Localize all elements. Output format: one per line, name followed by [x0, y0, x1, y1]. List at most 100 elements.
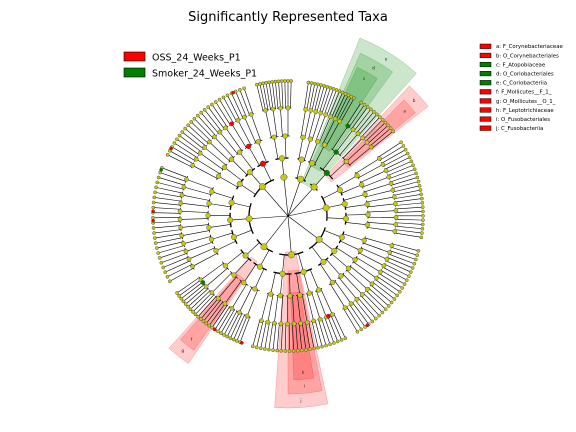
key-swatch-b [479, 52, 492, 58]
tree-branch [308, 321, 315, 349]
tree-branch [328, 91, 340, 117]
node [216, 329, 220, 334]
node [280, 173, 288, 181]
tree-branch [309, 141, 318, 163]
node [308, 347, 312, 351]
tree-branch [393, 189, 421, 196]
tree-branch [356, 111, 375, 133]
node [203, 284, 209, 289]
tree-branch [372, 282, 395, 300]
node [362, 191, 368, 197]
node-highlighted [212, 327, 217, 332]
tree-branch [158, 177, 185, 186]
node [193, 312, 198, 317]
node [235, 339, 239, 343]
clade-highlight-sectors [168, 37, 429, 409]
node [229, 306, 235, 311]
tree-branch [392, 243, 419, 252]
node [300, 268, 307, 275]
node [303, 107, 308, 112]
tree-branch [381, 270, 405, 285]
tree-branch [345, 204, 368, 208]
tree-branch [375, 279, 398, 296]
node [374, 275, 379, 281]
node [409, 159, 414, 164]
tree-branch [227, 95, 240, 120]
node [365, 212, 371, 218]
node [328, 114, 333, 119]
tree-branch [233, 229, 252, 238]
tree-branch [333, 93, 346, 119]
tree-branch [326, 259, 342, 277]
node [407, 274, 411, 278]
tree-branch [211, 232, 233, 240]
tree-branch [276, 323, 280, 351]
node [156, 251, 160, 255]
tree-branch [204, 109, 222, 132]
node [271, 348, 275, 352]
node [332, 116, 338, 122]
node [373, 316, 378, 321]
key-swatch-e [479, 80, 492, 86]
node [291, 349, 296, 353]
tree-branch [393, 185, 420, 193]
node [178, 225, 183, 230]
tree-branch [395, 218, 423, 221]
node [228, 199, 235, 206]
tree-branch [334, 280, 352, 304]
node [258, 346, 263, 351]
tree-branch [300, 109, 306, 138]
node [414, 257, 418, 262]
tree-branch [155, 237, 183, 244]
tree-branch [352, 302, 369, 325]
figure-title: Significantly Represented Taxa [188, 10, 388, 25]
tree-branch [387, 257, 413, 269]
node [161, 265, 166, 270]
node [255, 82, 259, 87]
tree-branch [378, 142, 402, 158]
node [151, 215, 155, 220]
tree-branch [156, 187, 183, 194]
tree-branch [363, 292, 383, 313]
tree-branch [341, 184, 362, 194]
tree-branch [366, 196, 395, 203]
tree-branch [365, 290, 386, 310]
tree-branch [311, 112, 321, 140]
node [316, 287, 322, 293]
node-highlighted [169, 146, 173, 151]
tree-branch [353, 261, 377, 279]
tree-branch [169, 267, 194, 282]
tree-branch [233, 258, 250, 276]
tree-branch [270, 272, 276, 295]
node [320, 258, 327, 265]
node [202, 145, 207, 150]
tree-branch [305, 322, 311, 350]
clade-sector-i [287, 269, 323, 395]
node [270, 80, 275, 84]
node [263, 108, 268, 113]
node [380, 117, 385, 122]
node [279, 270, 286, 277]
node [154, 185, 158, 190]
tree-branch [161, 167, 188, 178]
node [181, 184, 187, 190]
node [188, 307, 193, 312]
node [393, 215, 399, 220]
tree-branch [214, 306, 230, 330]
node-highlighted [246, 143, 252, 149]
node [265, 319, 271, 325]
tree-branch [161, 253, 187, 264]
node [285, 105, 291, 111]
node [390, 187, 396, 193]
tree-branch [267, 294, 274, 323]
tree-branch [239, 316, 251, 343]
tree-branch [361, 247, 388, 260]
node [177, 208, 183, 214]
node [300, 348, 304, 353]
tree-branch [176, 139, 200, 155]
node [225, 93, 230, 98]
tree-branch [386, 260, 411, 273]
tree-branch [364, 237, 392, 246]
node [210, 102, 214, 107]
key-label-i: i: O_Fusobacteriales [496, 117, 550, 123]
